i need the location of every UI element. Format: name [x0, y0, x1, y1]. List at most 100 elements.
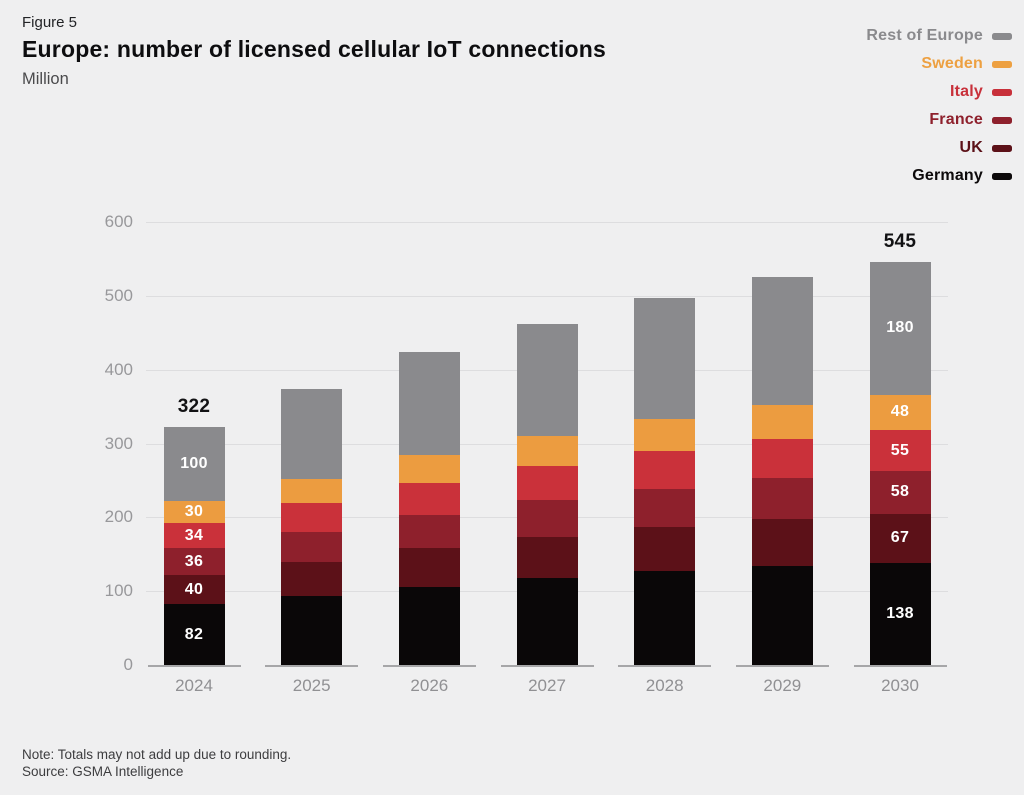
bar-segment-uk-2028 [634, 526, 696, 572]
bar-segment-sweden-2024: 30 [163, 501, 225, 524]
x-axis-label-2025: 2025 [292, 676, 331, 695]
y-axis-label-100: 100 [104, 581, 133, 601]
y-axis-label-0: 0 [123, 655, 133, 674]
bar-segment-uk-2024: 40 [163, 574, 225, 605]
bar-segment-sweden-2028 [634, 419, 696, 451]
legend-label: UK [959, 139, 983, 156]
bar-segment-rest-of-europe-2030: 180 [869, 261, 931, 395]
bar-segment-rest-of-europe-2026 [398, 351, 460, 456]
bar-segment-sweden-2027 [516, 436, 578, 466]
figure-label: Figure 5 [22, 14, 78, 31]
bar-segment-uk-2029 [751, 518, 813, 567]
unit-label: Million [22, 70, 69, 88]
x-axis-label-2027: 2027 [528, 676, 566, 695]
bar-segment-uk-2030: 67 [869, 513, 931, 564]
chart-header: Figure 5 Europe: number of licensed cell… [22, 14, 606, 89]
bar-segment-italy-2025 [281, 503, 343, 533]
x-axis-tick-2025 [265, 665, 359, 667]
bar-value-label: 30 [184, 503, 204, 521]
page-title: Europe: number of licensed cellular IoT … [22, 36, 607, 62]
legend-label: Italy [949, 83, 983, 100]
bar-value-label: 55 [890, 441, 910, 459]
bar-segment-sweden-2029 [751, 405, 813, 440]
y-axis-label-300: 300 [104, 433, 133, 453]
legend-swatch [992, 116, 1012, 124]
x-axis-tick-2026 [382, 665, 476, 667]
bar-segment-italy-2026 [398, 482, 460, 516]
bar-value-label: 34 [184, 526, 204, 544]
bar-value-label: 82 [184, 625, 204, 643]
x-axis-tick-2024 [147, 665, 241, 667]
bar-value-label: 67 [890, 529, 910, 547]
bar-segment-sweden-2026 [398, 455, 460, 483]
x-axis-label-2030: 2030 [881, 676, 919, 695]
x-axis-label-2026: 2026 [410, 676, 449, 695]
total-label-2030: 545 [883, 230, 917, 252]
bar-value-label: 100 [180, 455, 208, 473]
legend: Rest of Europe Sweden Italy France UK Germany [866, 22, 1012, 190]
bar-value-label: 36 [184, 552, 204, 570]
y-axis-label-200: 200 [104, 507, 133, 527]
bar-segment-italy-2028 [634, 450, 696, 489]
legend-swatch [992, 60, 1012, 68]
bar-segment-france-2025 [281, 532, 343, 562]
bar-segment-uk-2027 [516, 536, 578, 578]
bar-segment-france-2026 [398, 515, 460, 549]
bar-segment-germany-2027 [516, 577, 578, 665]
total-label-2024: 322 [177, 396, 211, 418]
legend-item-france: France [866, 106, 1012, 134]
bar-segment-sweden-2025 [281, 478, 343, 504]
bar-segment-rest-of-europe-2024: 100 [163, 427, 225, 502]
bar-segment-france-2030: 58 [869, 470, 931, 514]
bar-segment-italy-2024: 34 [163, 523, 225, 549]
bar-segment-sweden-2030: 48 [869, 394, 931, 431]
gridline-500 [146, 295, 948, 297]
x-axis-label-2029: 2029 [763, 676, 802, 695]
bar-value-label: 138 [886, 605, 914, 623]
bar-segment-france-2028 [634, 488, 696, 527]
bar-segment-italy-2027 [516, 465, 578, 501]
y-axis-label-600: 600 [104, 212, 133, 231]
legend-label: Rest of Europe [866, 27, 983, 44]
x-axis-tick-2029 [735, 665, 829, 667]
bar-segment-france-2029 [751, 478, 813, 519]
note-text: Note: Totals may not add up due to round… [22, 747, 292, 762]
bar-segment-italy-2030: 55 [869, 430, 931, 471]
legend-item-sweden: Sweden [866, 50, 1012, 78]
bar-value-label: 48 [890, 403, 910, 421]
bar-segment-france-2024: 36 [163, 548, 225, 575]
legend-label: Germany [912, 167, 983, 184]
legend-swatch [992, 172, 1012, 180]
legend-item-rest-of-europe: Rest of Europe [866, 22, 1012, 50]
bar-segment-germany-2028 [634, 571, 696, 665]
bar-segment-italy-2029 [751, 439, 813, 479]
bar-segment-rest-of-europe-2029 [751, 277, 813, 406]
bar-value-label: 58 [890, 483, 910, 501]
x-axis-label-2028: 2028 [645, 676, 684, 695]
bar-segment-germany-2029 [751, 566, 813, 665]
legend-label: Sweden [921, 55, 983, 72]
bar-value-label: 180 [886, 319, 914, 337]
bar-segment-rest-of-europe-2027 [516, 323, 578, 437]
bar-segment-rest-of-europe-2028 [634, 298, 696, 420]
legend-item-italy: Italy [866, 78, 1012, 106]
x-axis-tick-2030 [853, 665, 947, 667]
bar-value-label: 40 [184, 580, 204, 598]
footnote: Note: Totals may not add up due to round… [22, 746, 291, 780]
x-axis-label-2024: 2024 [175, 676, 213, 695]
legend-swatch [992, 88, 1012, 96]
bar-segment-germany-2024: 82 [163, 604, 225, 665]
legend-item-germany: Germany [866, 162, 1012, 190]
bar-segment-germany-2026 [398, 586, 460, 665]
bar-segment-germany-2030: 138 [869, 563, 931, 665]
x-axis-tick-2028 [618, 665, 712, 667]
legend-item-uk: UK [866, 134, 1012, 162]
bar-segment-uk-2025 [281, 561, 343, 597]
source-text: Source: GSMA Intelligence [22, 764, 184, 779]
bar-segment-uk-2026 [398, 548, 460, 587]
y-axis-label-500: 500 [104, 285, 133, 305]
bar-segment-germany-2025 [281, 596, 343, 665]
gridline-600 [146, 222, 948, 223]
legend-label: France [929, 111, 983, 128]
